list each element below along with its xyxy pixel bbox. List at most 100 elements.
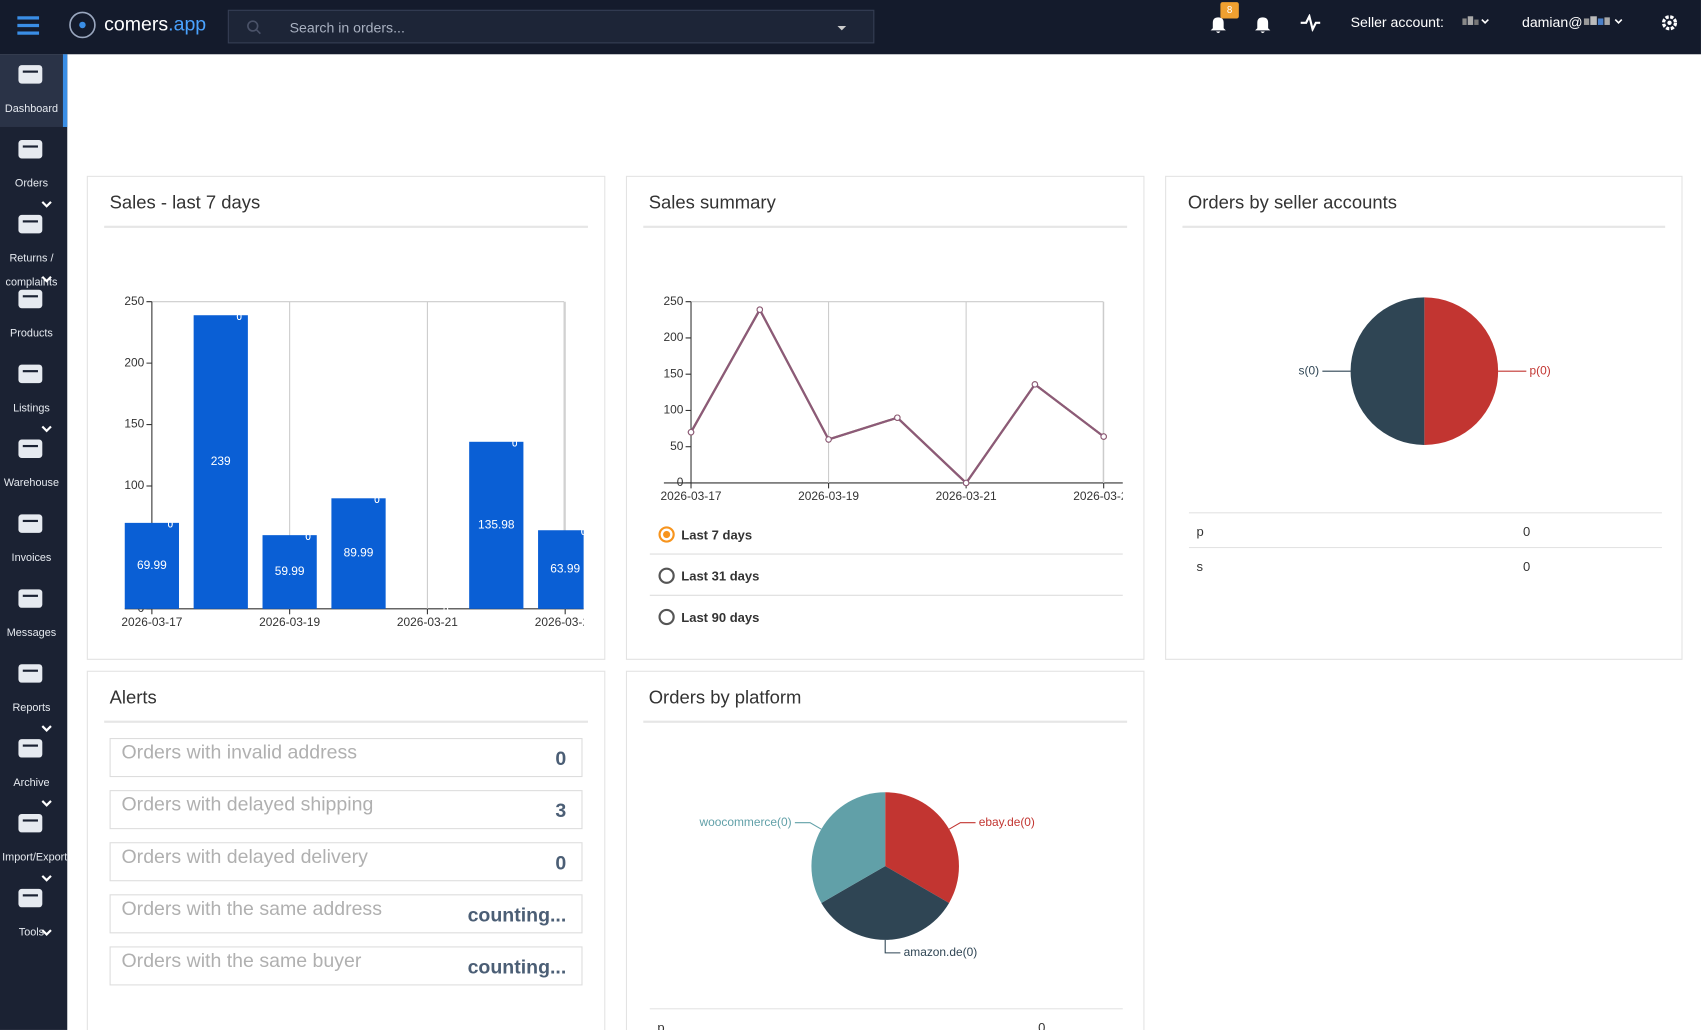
- nav-icon: [18, 364, 43, 384]
- expand-chevron[interactable]: [41, 799, 52, 808]
- expand-chevron[interactable]: [41, 275, 52, 284]
- row-value: 0: [1523, 558, 1531, 575]
- nav-icon: [18, 65, 43, 84]
- alerts-icon[interactable]: [1254, 14, 1271, 34]
- alert-item[interactable]: Orders with invalid address 0: [109, 738, 583, 778]
- alert-value: counting...: [467, 956, 567, 978]
- period-option[interactable]: Last 31 days: [649, 555, 1123, 596]
- icon-detail: [22, 295, 38, 298]
- icon-detail: [22, 819, 38, 822]
- period-label: Last 90 days: [681, 609, 760, 626]
- seller-account-masked: [1462, 16, 1489, 25]
- settings-icon[interactable]: [1661, 14, 1678, 31]
- icon-shape: [18, 664, 43, 683]
- chevron: [41, 725, 52, 732]
- panel-title: Alerts: [109, 686, 157, 708]
- nav-icon: [18, 439, 43, 458]
- dropdown-caret: [837, 26, 847, 31]
- activity-icon[interactable]: [1300, 14, 1322, 32]
- expand-chevron[interactable]: [41, 200, 52, 209]
- row-value: 0: [1038, 1020, 1046, 1030]
- alert-item[interactable]: Orders with the same address counting...: [109, 894, 583, 934]
- expand-chevron[interactable]: [41, 424, 52, 433]
- menu-button[interactable]: [15, 13, 41, 37]
- notification-badge: 8: [1220, 2, 1239, 19]
- nav-item[interactable]: Reports: [0, 653, 63, 732]
- period-label: Last 7 days: [681, 527, 753, 543]
- seller-account[interactable]: Seller account:: [1350, 14, 1444, 31]
- icon-shape: [18, 140, 43, 159]
- expand-chevron[interactable]: [41, 874, 52, 883]
- title-rule: [643, 225, 1128, 228]
- nav-item[interactable]: Dashboard: [0, 54, 63, 129]
- chevron: [41, 275, 52, 283]
- user-menu[interactable]: damian@: [1521, 14, 1583, 31]
- alert-label: Orders with invalid address: [121, 741, 358, 763]
- title-rule: [104, 225, 588, 228]
- nav-item[interactable]: Listings: [0, 354, 63, 433]
- nav-icon: [18, 739, 43, 758]
- nav-label: Tools: [18, 926, 45, 939]
- chevron: [41, 875, 52, 882]
- icon-shape: [18, 289, 43, 309]
- chevron: [41, 929, 52, 936]
- nav-item[interactable]: Products: [0, 279, 63, 354]
- user-masked: [1583, 16, 1623, 25]
- nav-label: Import/Export: [2, 851, 68, 864]
- nav-icon: [18, 888, 43, 908]
- alert-item[interactable]: Orders with the same buyer counting...: [109, 946, 583, 986]
- period-option[interactable]: Last 90 days: [650, 596, 1123, 637]
- radio-button: [658, 567, 675, 584]
- nav-item[interactable]: Archive: [0, 728, 63, 807]
- expand-chevron[interactable]: [41, 724, 52, 733]
- notifications-icon[interactable]: [1210, 14, 1227, 34]
- nav-icon: [18, 214, 43, 234]
- chevron: [41, 425, 52, 433]
- alert-value: 3: [555, 799, 567, 822]
- search-box[interactable]: Search in orders...: [227, 9, 875, 44]
- icon-detail: [22, 894, 38, 897]
- nav-label: Orders: [14, 177, 49, 190]
- icon-shape: [18, 514, 43, 533]
- sidebar: Dashboard Orders Returns / complaints Produ…: [0, 54, 67, 1030]
- nav-item[interactable]: Import/Export: [0, 803, 68, 882]
- icon-shape: [18, 739, 43, 758]
- period-option[interactable]: Last 7 days: [649, 513, 1123, 555]
- nav-label: Listings: [13, 402, 50, 415]
- row-name: p: [1196, 524, 1204, 540]
- nav-label: Products: [10, 327, 53, 340]
- icon-detail: [22, 70, 38, 73]
- logo-suffix: .app: [168, 13, 207, 35]
- search-icon: [247, 20, 261, 35]
- nav-label: Dashboard: [4, 103, 58, 116]
- nav-item[interactable]: Messages: [0, 578, 63, 653]
- nav-icon: [18, 140, 43, 159]
- title-rule: [643, 720, 1128, 723]
- nav-item[interactable]: Orders: [0, 129, 63, 208]
- expand-chevron[interactable]: [41, 928, 52, 937]
- chevron: [41, 800, 52, 807]
- nav-item[interactable]: Tools: [0, 878, 63, 953]
- alert-item[interactable]: Orders with delayed shipping 3: [109, 790, 583, 830]
- alert-value: counting...: [467, 904, 567, 926]
- alert-value: 0: [555, 851, 567, 874]
- nav-item[interactable]: Returns / complaints: [0, 204, 63, 289]
- alerts-panel: Alerts Orders with invalid address 0 Order…: [86, 670, 606, 1030]
- nav-label: Archive: [13, 777, 50, 790]
- logo-name: comers: [104, 13, 169, 35]
- nav-item[interactable]: Warehouse: [0, 429, 63, 504]
- nav-item[interactable]: Invoices: [0, 504, 63, 579]
- alert-item[interactable]: Orders with delayed delivery 0: [109, 842, 583, 882]
- period-label: Last 31 days: [681, 568, 760, 584]
- icon-shape: [18, 439, 43, 458]
- panel-title: Orders by platform: [648, 686, 802, 708]
- nav-icon: [18, 813, 43, 833]
- radio-button: [658, 526, 675, 543]
- alert-label: Orders with delayed delivery: [121, 845, 368, 868]
- nav-icon: [18, 289, 43, 309]
- nav-label: Reports: [12, 702, 51, 715]
